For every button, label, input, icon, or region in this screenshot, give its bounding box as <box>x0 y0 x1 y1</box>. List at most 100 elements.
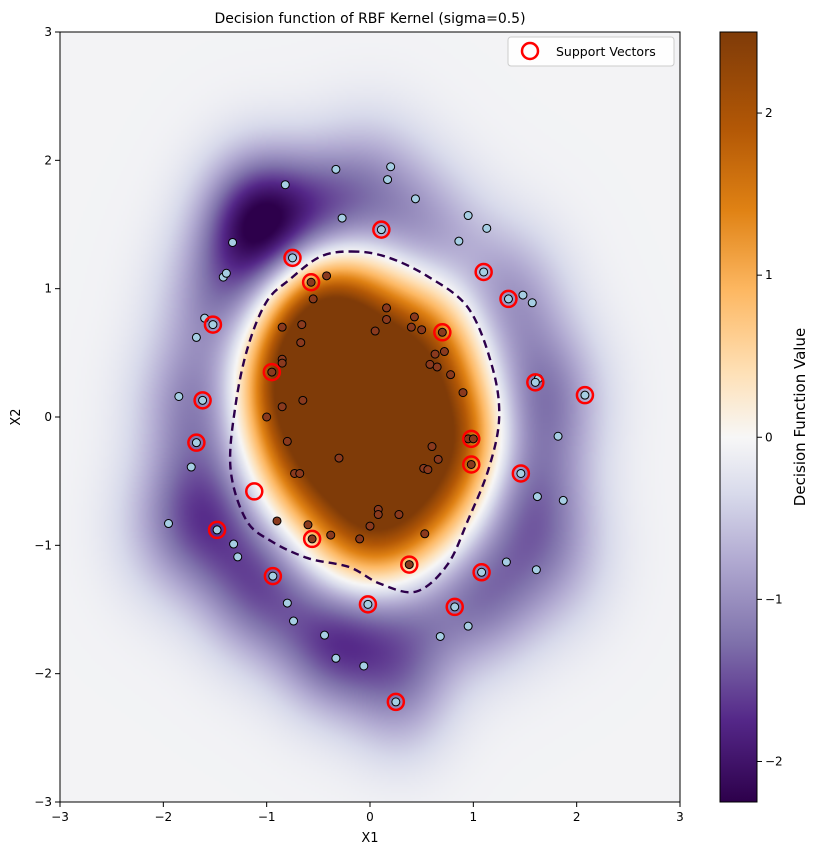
inner-class-point <box>409 312 419 322</box>
outer-class-point <box>501 557 511 567</box>
outer-class-point <box>186 462 196 472</box>
inner-class-point <box>406 322 416 332</box>
support-vector-markers <box>187 220 595 712</box>
chart-title: Decision function of RBF Kernel (sigma=0… <box>214 11 525 27</box>
outer-class-point <box>288 253 297 263</box>
support-vector-marker <box>511 464 531 483</box>
outer-class-point <box>191 332 201 342</box>
outer-class-point <box>164 519 173 529</box>
legend: Support Vectors <box>507 36 675 67</box>
inner-class-point <box>370 326 380 336</box>
inner-class-point <box>468 434 478 444</box>
x-tick-label: 0 <box>366 810 374 824</box>
inner-class-point <box>446 370 456 380</box>
outer-class-point <box>191 438 201 448</box>
outer-class-point <box>558 495 568 505</box>
y-tick-label: 0 <box>44 410 52 424</box>
outer-class-point <box>337 213 347 223</box>
legend-label-support-vectors: Support Vectors <box>556 44 656 59</box>
legend-support-vector-marker <box>520 41 540 61</box>
y-tick-label: −3 <box>34 795 52 809</box>
outer-class-point <box>477 567 487 577</box>
inner-class-point <box>277 358 287 368</box>
outer-class-point <box>386 162 396 172</box>
support-vector-marker <box>386 692 406 712</box>
inner-class-point <box>437 327 447 337</box>
x-tick-label: −2 <box>154 810 172 824</box>
support-vector-marker <box>283 248 302 268</box>
x-tick-label: −1 <box>258 810 276 824</box>
outer-class-point <box>320 630 330 640</box>
inner-class-point <box>382 303 392 313</box>
y-tick-label: −1 <box>34 538 52 552</box>
colorbar-gradient <box>719 31 758 803</box>
inner-class-point <box>308 294 318 304</box>
outer-class-point <box>553 431 563 441</box>
outer-class-point <box>282 598 292 608</box>
outer-class-point <box>527 298 537 308</box>
support-vector-marker <box>400 555 419 574</box>
outer-class-point <box>383 175 393 185</box>
support-vector-marker <box>372 220 391 239</box>
x-tick-label: −3 <box>51 810 69 824</box>
support-vector-marker <box>499 289 518 309</box>
x-tick-label: 3 <box>676 810 684 824</box>
outer-class-point <box>212 525 222 535</box>
support-vector-marker <box>207 520 227 540</box>
inner-class-point <box>382 314 392 324</box>
inner-class-point <box>297 320 307 330</box>
inner-class-point <box>296 338 306 348</box>
inner-class-point <box>404 560 414 570</box>
inner-class-point <box>306 277 316 287</box>
outer-class-point <box>331 164 341 174</box>
outer-class-point <box>482 223 492 233</box>
outer-class-point <box>221 268 231 278</box>
x-axis-label: X1 <box>361 831 378 846</box>
outer-class-point <box>503 294 513 304</box>
outer-class-point <box>363 599 373 609</box>
outer-class-point <box>198 395 208 405</box>
outer-class-point <box>532 492 542 502</box>
colorbar-ticks: −2 −1 0 1 2 <box>757 106 783 768</box>
support-vector-marker <box>474 262 493 282</box>
support-vector-marker <box>472 563 491 582</box>
colorbar: −2 −1 0 1 2 Decision Function Value <box>719 31 809 803</box>
inner-class-point <box>417 325 427 335</box>
colorbar-tick-label: 1 <box>765 268 773 282</box>
x-tick-label: 2 <box>573 810 581 824</box>
support-vector-marker <box>203 315 223 334</box>
colorbar-tick-label: −2 <box>765 754 783 768</box>
colorbar-tick-label: 0 <box>765 430 773 444</box>
outer-class-points <box>164 162 590 707</box>
x-tick-label: 1 <box>470 810 478 824</box>
outer-class-point <box>516 468 526 478</box>
inner-class-point <box>423 465 433 475</box>
outer-class-point <box>463 211 473 221</box>
y-axis-label: X2 <box>9 408 24 425</box>
outer-class-point <box>391 697 401 707</box>
inner-class-point <box>439 347 449 357</box>
colorbar-label: Decision Function Value <box>791 328 809 506</box>
support-vector-marker <box>462 429 481 449</box>
outer-class-point <box>531 565 541 575</box>
inner-class-point <box>303 520 313 530</box>
support-vector-marker <box>302 529 322 549</box>
outer-class-point <box>530 377 540 387</box>
outer-class-point <box>359 661 369 671</box>
outer-class-point <box>208 320 218 330</box>
y-axis: −3 −2 −1 0 1 2 3 <box>34 25 60 809</box>
support-vector-marker <box>445 597 464 617</box>
inner-class-point <box>466 459 476 469</box>
colorbar-tick-label: 2 <box>765 106 773 120</box>
support-vector-marker <box>358 595 378 614</box>
support-vector-marker <box>187 433 206 452</box>
inner-class-point <box>355 534 365 544</box>
inner-class-point <box>267 367 277 377</box>
support-vector-marker <box>433 323 452 342</box>
inner-class-point <box>282 436 292 446</box>
outer-class-point <box>233 552 243 562</box>
decision-function-heatmap <box>60 32 680 802</box>
support-vector-marker <box>526 373 545 392</box>
outer-class-point <box>228 237 238 247</box>
